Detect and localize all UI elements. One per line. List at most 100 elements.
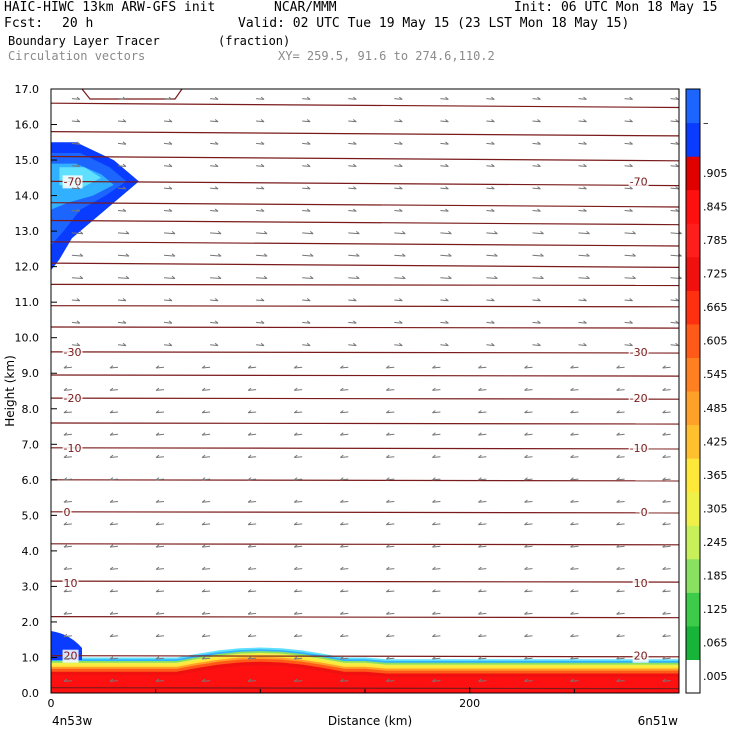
circulation-vector (348, 119, 357, 123)
circulation-vector (155, 499, 165, 503)
circulation-vector (478, 432, 487, 436)
circulation-vector (256, 208, 265, 212)
y-tick-label: 10.0 (15, 332, 40, 345)
circulation-vector (432, 365, 441, 369)
temperature-contour-20 (50, 155, 680, 162)
circulation-vector (210, 275, 222, 279)
contour-label: -30 (630, 346, 648, 359)
circulation-vector (117, 119, 127, 123)
colorbar-label: .665 (703, 301, 728, 314)
circulation-vector (670, 320, 679, 324)
circulation-vector (63, 522, 72, 526)
circulation-vector (532, 163, 541, 167)
circulation-vector (155, 589, 165, 593)
circulation-vector (486, 231, 498, 235)
circulation-vector (440, 320, 449, 324)
circulation-vector (385, 365, 395, 369)
circulation-vector (486, 253, 498, 257)
circulation-vector (109, 656, 119, 660)
temperature-contour-0 (50, 687, 680, 690)
circulation-vector (63, 432, 72, 436)
y-tick-label: 0.0 (22, 687, 40, 700)
circulation-vector (163, 141, 173, 145)
circulation-vector (63, 387, 72, 391)
temperature-contour-22 (50, 102, 680, 109)
circulation-vector (624, 275, 636, 279)
contour-label: 10 (64, 577, 78, 590)
circulation-vector (348, 275, 360, 279)
circulation-vector (570, 410, 579, 414)
circulation-vector (109, 611, 119, 615)
circulation-vector (293, 477, 303, 481)
circulation-vector (210, 119, 219, 123)
circulation-vector (109, 499, 119, 503)
circulation-vector (348, 342, 357, 347)
circulation-vector (155, 544, 165, 548)
circulation-vector (339, 432, 349, 436)
circulation-vector (478, 454, 487, 458)
circulation-vector (302, 119, 311, 123)
circulation-vector (570, 432, 579, 436)
circulation-vector (532, 320, 541, 324)
circulation-vector (293, 432, 303, 436)
circulation-vector (440, 186, 449, 190)
circulation-vector (201, 454, 211, 458)
circulation-vector (71, 253, 84, 257)
circulation-vector (210, 208, 219, 212)
circulation-vector (109, 454, 119, 458)
circulation-vector (624, 163, 633, 167)
circulation-vector (616, 499, 625, 503)
circulation-vector (348, 253, 360, 257)
circulation-vector (163, 298, 173, 302)
circulation-vector (201, 410, 211, 414)
circulation-vector (71, 119, 81, 123)
circulation-vector (524, 566, 533, 570)
circulation-vector (394, 186, 403, 190)
circulation-vector (440, 96, 449, 100)
circulation-vector (524, 410, 533, 414)
circulation-vector (440, 119, 449, 123)
circulation-vector (71, 275, 84, 279)
circulation-vector (394, 231, 406, 235)
circulation-vector (570, 477, 579, 481)
contour-label-bg (639, 505, 649, 519)
circulation-vector (210, 186, 219, 190)
forecast-hour: 20 h (62, 16, 94, 31)
y-tick-label: 3.0 (22, 580, 40, 593)
temperature-contour-5 (50, 511, 680, 514)
x-tick-label: 0 (48, 697, 55, 710)
circulation-vector (662, 410, 671, 414)
circulation-vector (155, 611, 165, 615)
circulation-vector (532, 141, 541, 145)
y-tick-label: 13.0 (15, 225, 40, 238)
y-tick-label: 4.0 (22, 545, 40, 558)
circulation-vector (71, 298, 81, 302)
circulation-vector (201, 477, 211, 481)
circulation-vector (570, 365, 579, 369)
circulation-vector (440, 141, 449, 145)
circulation-vector (524, 387, 533, 391)
colorbar-segment (686, 525, 700, 560)
contour-label: 10 (634, 577, 648, 590)
y-tick-label: 9.0 (22, 367, 40, 380)
colorbar-segment (686, 122, 700, 157)
colorbar-segment (686, 223, 700, 258)
circulation-vector (293, 589, 303, 593)
y-tick-label: 11.0 (15, 296, 40, 309)
circulation-vector (578, 141, 587, 145)
init-time: Init: 06 UTC Mon 18 May 15 (514, 0, 718, 15)
circulation-vector (570, 522, 579, 526)
contour-label: 0 (64, 506, 71, 519)
circulation-vector (339, 387, 349, 391)
temperature-contour-6 (50, 479, 680, 482)
circulation-vector (302, 96, 311, 100)
circulation-vector (524, 633, 533, 638)
circulation-vector (616, 387, 625, 391)
circulation-vector (385, 477, 395, 481)
circulation-vector (578, 119, 587, 123)
circulation-vector (71, 96, 81, 100)
circulation-vector (432, 454, 441, 458)
temperature-contour-9 (50, 397, 680, 400)
circulation-vector (670, 275, 682, 279)
circulation-vector (247, 432, 257, 436)
